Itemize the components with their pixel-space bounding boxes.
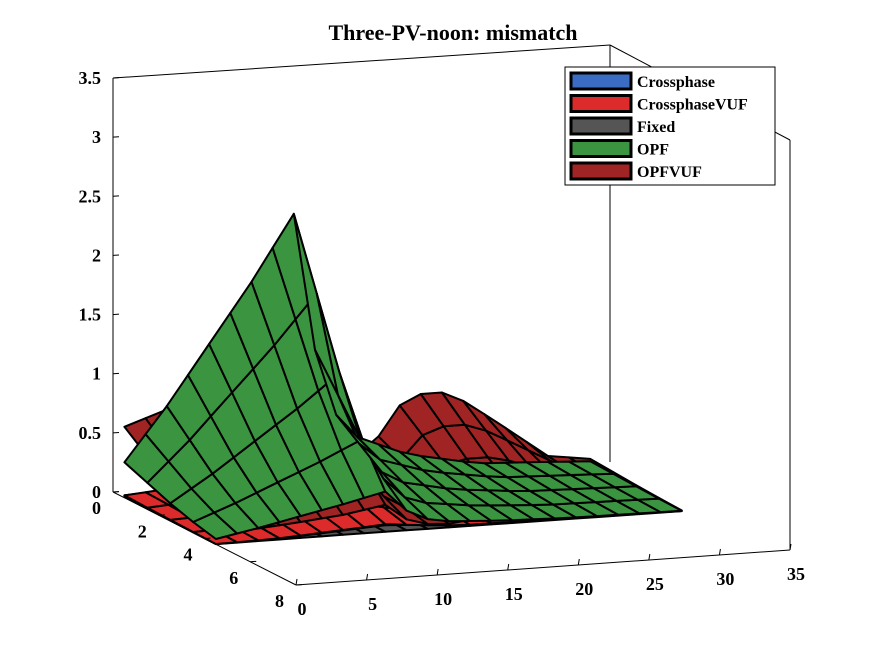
y-tick-label: 6 [229, 568, 238, 588]
x-tick-mark [648, 553, 651, 561]
x-tick-mark [507, 563, 510, 571]
z-tick-label: 0.5 [79, 423, 102, 443]
y-tick-label: 8 [275, 591, 284, 611]
back-top-edge [112, 44, 611, 79]
legend-label: CrossphaseVUF [637, 97, 748, 114]
x-tick-label: 0 [298, 599, 307, 619]
x-axis-line [295, 549, 791, 586]
legend-swatch [569, 71, 633, 91]
legend-swatch [569, 161, 633, 181]
legend-label: OPFVUF [637, 164, 702, 181]
x-tick-label: 15 [505, 584, 523, 604]
surface-opf [123, 212, 683, 540]
legend-label: OPF [637, 142, 669, 159]
legend-swatch [569, 139, 633, 158]
legend-item: Crossphase [569, 71, 715, 91]
z-tick-label: 1.5 [79, 305, 102, 325]
x-tick-label: 30 [716, 569, 734, 589]
x-tick-mark [789, 543, 792, 551]
z-tick-label: 3 [92, 127, 101, 147]
legend-swatch [569, 116, 633, 136]
legend-item: Fixed [569, 116, 675, 136]
tick-layer: 0 0.5 1 1.5 2 2.5 3 3.5 0 5 10 15 20 25 30 35 0 2 4 6 8 [79, 68, 806, 619]
legend-swatch [569, 94, 633, 113]
legend: Crossphase CrossphaseVUF Fixed OPF OPFVUF [564, 66, 776, 186]
y-tick-label: 0 [92, 498, 101, 518]
x-tick-label: 25 [646, 574, 664, 594]
legend-item: OPFVUF [569, 161, 702, 181]
x-tick-label: 5 [368, 594, 377, 614]
x-tick-mark [577, 558, 580, 566]
x-tick-mark [436, 568, 439, 576]
y-tick-label: 2 [138, 521, 147, 541]
x-tick-label: 20 [575, 579, 593, 599]
y-tick-label: 4 [184, 545, 193, 565]
x-tick-label: 10 [434, 589, 452, 609]
surface-layer [123, 212, 683, 546]
z-tick-label: 2.5 [79, 186, 102, 206]
legend-label: Crossphase [637, 74, 715, 91]
z-tick-label: 2 [92, 245, 101, 265]
legend-item: OPF [569, 139, 669, 159]
chart-title: Three-PV-noon: mismatch [328, 20, 577, 45]
x-tick-mark [295, 578, 298, 586]
x-tick-mark [718, 548, 721, 556]
legend-item: CrossphaseVUF [569, 94, 748, 114]
surface-patch [568, 460, 615, 476]
x-tick-mark [366, 573, 369, 581]
z-tick-label: 1 [92, 364, 101, 384]
z-tick-label: 3.5 [79, 68, 102, 88]
z-tick-label: 0 [92, 482, 101, 502]
legend-label: Fixed [637, 119, 675, 136]
x-tick-label: 35 [787, 564, 805, 584]
